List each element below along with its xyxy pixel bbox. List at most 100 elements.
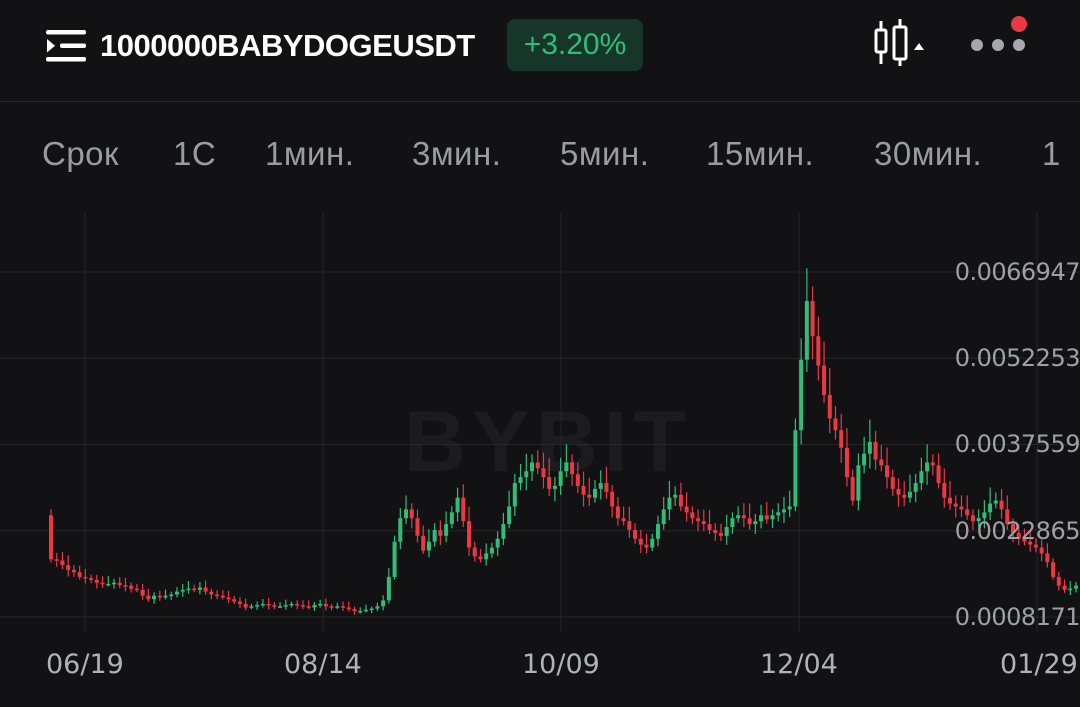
- candle-body: [862, 453, 867, 466]
- candle-body: [249, 606, 254, 608]
- candle-body: [644, 544, 649, 548]
- candle: [300, 600, 305, 610]
- tab-5min[interactable]: 5мин.: [560, 135, 650, 172]
- candle-body: [713, 529, 718, 533]
- candle-body: [621, 518, 626, 522]
- candle-body: [564, 462, 569, 472]
- candle-body: [753, 521, 758, 525]
- candle: [970, 509, 975, 530]
- more-options-button[interactable]: [966, 20, 1030, 70]
- candle: [885, 447, 890, 489]
- candle-body: [352, 609, 357, 611]
- candle: [1051, 558, 1056, 580]
- candle-body: [71, 569, 76, 573]
- candle: [392, 535, 397, 580]
- candle-body: [575, 474, 580, 486]
- candle-body: [781, 509, 786, 513]
- candle: [169, 591, 174, 600]
- candle-body: [197, 587, 202, 590]
- candle: [94, 574, 99, 589]
- candle: [638, 529, 643, 554]
- candle: [776, 503, 781, 522]
- tab-30min[interactable]: 30мин.: [874, 135, 983, 172]
- candle-body: [243, 603, 248, 608]
- candle: [163, 589, 168, 600]
- candle-body: [638, 538, 643, 545]
- candle: [1005, 495, 1010, 530]
- price-chart[interactable]: BYBIT 0.0066947 0.0052253 0.0037559 0.00…: [0, 212, 1080, 707]
- candle-body: [123, 585, 128, 587]
- candle: [787, 490, 792, 518]
- candle: [1028, 529, 1033, 552]
- candle: [678, 482, 683, 512]
- candle-body: [192, 588, 197, 591]
- candle: [867, 419, 872, 469]
- candle: [1045, 543, 1050, 568]
- candlestick-chart[interactable]: [0, 212, 1080, 707]
- candle-body: [988, 503, 993, 513]
- tab-1min[interactable]: 1мин.: [265, 135, 355, 172]
- tab-1s[interactable]: 1С: [173, 135, 217, 172]
- notification-dot: [1011, 16, 1027, 32]
- candle-body: [134, 588, 139, 591]
- candle-body: [890, 477, 895, 489]
- candle: [747, 503, 752, 530]
- candle-body: [461, 497, 466, 522]
- candle-body: [1005, 509, 1010, 525]
- candle: [60, 552, 65, 570]
- candle: [902, 481, 907, 507]
- candle: [352, 606, 357, 615]
- candle-body: [764, 515, 769, 520]
- candle: [117, 577, 122, 589]
- candle-body: [627, 521, 632, 530]
- candle-body: [283, 605, 288, 607]
- candle: [255, 601, 260, 610]
- candle-body: [409, 509, 414, 519]
- tab-15min[interactable]: 15мин.: [706, 135, 815, 172]
- candle: [467, 506, 472, 556]
- candle: [604, 466, 609, 499]
- candle: [71, 565, 76, 577]
- tab-1h[interactable]: 1: [1042, 135, 1061, 172]
- menu-button[interactable]: [44, 27, 88, 65]
- candle: [77, 565, 82, 580]
- candle: [633, 523, 638, 544]
- tab-3min[interactable]: 3мин.: [412, 135, 502, 172]
- candle: [844, 428, 849, 487]
- candle-body: [965, 509, 970, 516]
- candle-body: [793, 430, 798, 507]
- candle: [426, 529, 431, 558]
- candle: [358, 607, 363, 614]
- candle: [575, 462, 580, 494]
- tab-period[interactable]: Срок: [42, 135, 119, 172]
- symbol-title[interactable]: 1000000BABYDOGEUSDT: [100, 28, 475, 63]
- candle-body: [610, 491, 615, 507]
- candle: [827, 367, 832, 434]
- candle: [472, 541, 477, 562]
- candle-body: [999, 500, 1004, 510]
- candle-body: [415, 518, 420, 536]
- candle: [587, 477, 592, 507]
- candle-body: [867, 441, 872, 454]
- chart-type-button[interactable]: [872, 18, 930, 68]
- candle: [1062, 579, 1067, 593]
- candle-body: [592, 488, 597, 498]
- candle-body: [398, 518, 403, 542]
- candle: [930, 454, 935, 476]
- candle-body: [163, 595, 168, 598]
- candle-body: [839, 430, 844, 448]
- candle-body: [615, 506, 620, 519]
- candle: [667, 480, 672, 521]
- candle: [953, 495, 958, 518]
- date-axis-label: 08/14: [284, 649, 362, 680]
- candle-body: [180, 589, 185, 592]
- candle-body: [1068, 588, 1073, 591]
- candle-body: [856, 465, 861, 501]
- candle: [495, 531, 500, 556]
- candle-body: [186, 588, 191, 591]
- candle-body: [810, 301, 815, 337]
- candle-body: [524, 471, 529, 478]
- candle-body: [741, 515, 746, 519]
- candle: [174, 587, 179, 598]
